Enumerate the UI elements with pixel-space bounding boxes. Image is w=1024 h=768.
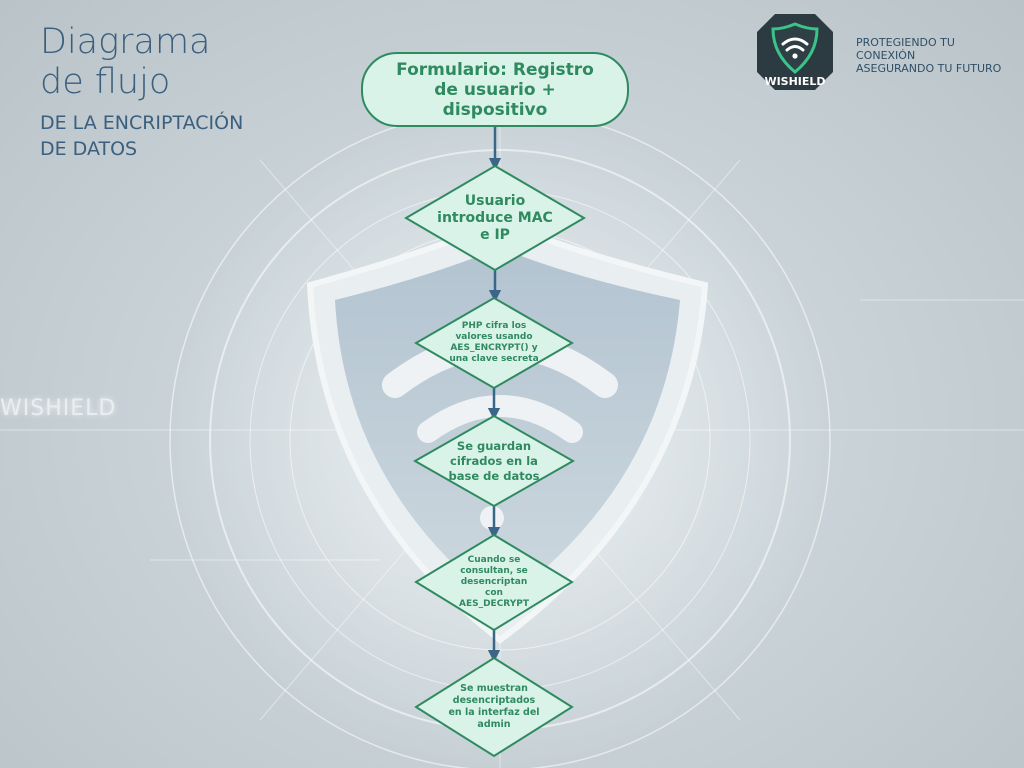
watermark-brand-text: WISHIELD — [0, 396, 117, 421]
logo-wordmark: WISHIELD — [764, 75, 825, 88]
brand-tagline: PROTEGIENDO TU CONEXIÓN ASEGURANDO TU FU… — [856, 36, 1002, 75]
flow-start-node: Formulario: Registro de usuario + dispos… — [361, 52, 629, 127]
step-5-text: Se muestran desencriptados en la interfa… — [448, 683, 540, 730]
diamond-step-3 — [412, 414, 576, 508]
step-3-text: Se guardan cifrados en la base de datos — [448, 438, 540, 483]
flow-arrows — [487, 127, 502, 663]
diamond-step-4 — [414, 533, 574, 632]
wishield-logo: WISHIELD — [757, 14, 833, 90]
step-1-text: Usuario introduce MAC e IP — [437, 192, 553, 243]
page-subtitle: DE LA ENCRIPTACIÓN DE DATOS — [40, 112, 244, 160]
step-4-text: Cuando se consultan, se desencriptan con… — [458, 554, 529, 609]
diamond-step-5 — [414, 656, 574, 758]
step-2-text: PHP cifra los valores usando AES_ENCRYPT… — [449, 321, 539, 364]
diamond-step-2 — [413, 296, 575, 390]
page-title: Diagrama de flujo — [40, 22, 211, 102]
diamond-step-1 — [404, 164, 586, 272]
